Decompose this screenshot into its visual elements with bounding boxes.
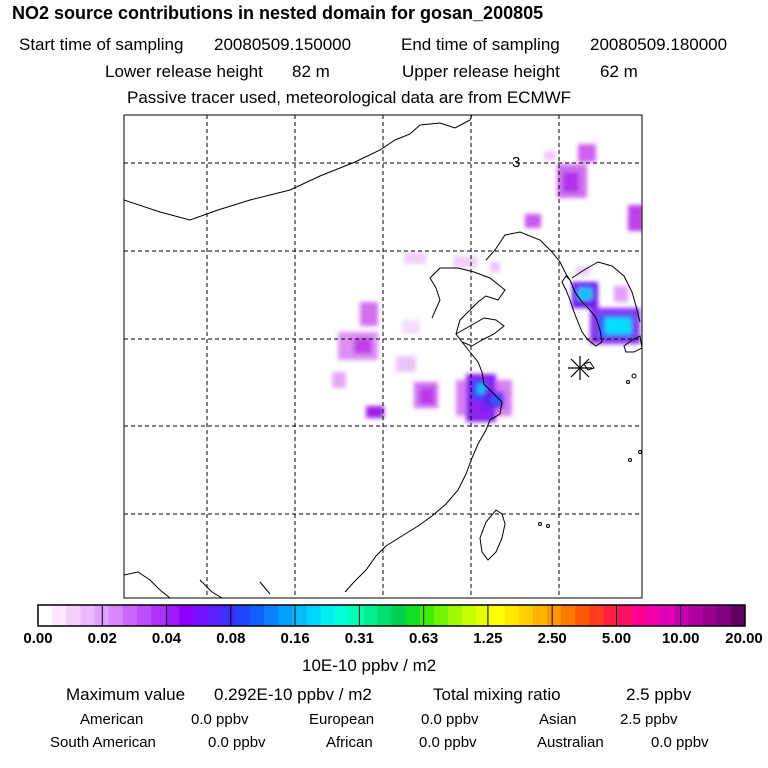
region-african-name: African	[326, 734, 373, 751]
lower-height-value: 82 m	[292, 62, 330, 81]
max-value-label: Maximum value	[66, 685, 186, 704]
colorbar-cell	[38, 605, 53, 626]
colorbar-tick-label: 0.31	[344, 630, 374, 647]
colorbar-cell	[518, 605, 534, 626]
colorbar-cell	[589, 605, 605, 626]
colorbar-cell	[433, 605, 449, 626]
upper-height-value: 62 m	[600, 62, 638, 81]
colorbar-cell	[391, 605, 407, 626]
colorbar-cell	[349, 605, 364, 626]
colorbar-cell	[193, 605, 209, 626]
region-european-name: European	[309, 711, 375, 728]
page-title: NO2 source contributions in nested domai…	[12, 3, 544, 23]
colorbar-cell	[674, 605, 689, 626]
colorbar-cell	[631, 605, 647, 626]
colorbar-tick-label: 2.50	[537, 630, 567, 647]
colorbar-tick-label: 10.00	[661, 630, 700, 647]
colorbar-tick-label: 0.04	[151, 630, 182, 647]
colorbar-cell	[334, 605, 350, 626]
region-american-name: American	[80, 711, 144, 728]
colorbar-tick-label: 0.00	[23, 630, 53, 647]
colorbar-tick-label: 0.63	[409, 630, 439, 647]
region-south-american-value: 0.0 ppbv	[208, 734, 266, 751]
colorbar-cell	[235, 605, 251, 626]
lower-height-label: Lower release height	[105, 62, 263, 81]
colorbar-tick-label: 0.16	[280, 630, 310, 647]
colorbar-cell	[108, 605, 124, 626]
colorbar-cell	[179, 605, 195, 626]
colorbar-cell	[80, 605, 96, 626]
colorbar-cell	[660, 605, 675, 626]
colorbar-tick-label: 1.25	[473, 630, 503, 647]
colorbar-tick-label: 0.08	[216, 630, 246, 647]
total-mixing-value: 2.5 ppbv	[626, 685, 692, 704]
colorbar-cell	[617, 605, 633, 626]
coastlines	[124, 115, 642, 598]
colorbar-cell	[419, 605, 435, 626]
colorbar-cell	[151, 605, 166, 626]
colorbar-cell	[405, 605, 421, 626]
colorbar-cell	[575, 605, 590, 626]
colorbar-cell	[462, 605, 477, 626]
colorbar-cell	[122, 605, 138, 626]
colorbar-cell	[716, 605, 732, 626]
colorbar-cell	[603, 605, 619, 626]
colorbar-cell	[448, 605, 463, 626]
colorbar-cell	[476, 605, 491, 626]
tracer-note: Passive tracer used, meteorological data…	[127, 88, 572, 107]
colorbar	[37, 604, 746, 627]
region-australian-name: Australian	[537, 734, 604, 751]
colorbar-cell	[547, 605, 562, 626]
colorbar-tick-label: 5.00	[601, 630, 632, 647]
region-asian-value: 2.5 ppbv	[620, 711, 678, 728]
colorbar-units: 10E-10 ppbv / m2	[302, 656, 437, 675]
map-frame	[123, 114, 643, 599]
colorbar-cell	[561, 605, 576, 626]
colorbar-cell	[136, 605, 152, 626]
colorbar-cell	[377, 605, 392, 626]
colorbar-cell	[250, 605, 265, 626]
max-value: 0.292E-10 ppbv / m2	[214, 685, 372, 704]
colorbar-cell	[207, 605, 223, 626]
region-asian-name: Asian	[539, 711, 577, 728]
concentration-field	[332, 144, 642, 422]
region-american-value: 0.0 ppbv	[191, 711, 249, 728]
colorbar-cell	[504, 605, 520, 626]
total-mixing-label: Total mixing ratio	[433, 685, 561, 704]
colorbar-cell	[278, 605, 294, 626]
colorbar-cell	[292, 605, 308, 626]
colorbar-cell	[532, 605, 548, 626]
map-figure: 3	[123, 114, 643, 599]
colorbar-cell	[646, 605, 661, 626]
colorbar-cell	[66, 605, 81, 626]
colorbar-cell	[363, 605, 378, 626]
colorbar-tick-label: 0.02	[87, 630, 117, 647]
end-time-label: End time of sampling	[401, 35, 560, 54]
grid-lines	[124, 115, 642, 598]
region-australian-value: 0.0 ppbv	[651, 734, 709, 751]
colorbar-cell	[52, 605, 67, 626]
colorbar-cell	[221, 605, 237, 626]
end-time-value: 20080509.180000	[590, 35, 728, 54]
colorbar-cell	[165, 605, 180, 626]
upper-height-label: Upper release height	[402, 62, 560, 81]
region-south-american-name: South American	[50, 734, 156, 751]
start-time-value: 20080509.150000	[214, 35, 352, 54]
colorbar-cell	[490, 605, 506, 626]
colorbar-cell	[306, 605, 322, 626]
region-african-value: 0.0 ppbv	[419, 734, 477, 751]
start-time-label: Start time of sampling	[19, 35, 184, 54]
colorbar-cell	[702, 605, 718, 626]
colorbar-cell	[320, 605, 336, 626]
colorbar-tick-label: 20.00	[725, 630, 763, 647]
contour-label: 3	[512, 154, 520, 171]
receptor-asterisk-icon	[568, 356, 592, 380]
colorbar-cell	[264, 605, 279, 626]
colorbar-cell	[688, 605, 704, 626]
region-european-value: 0.0 ppbv	[421, 711, 479, 728]
colorbar-cell	[730, 605, 746, 626]
